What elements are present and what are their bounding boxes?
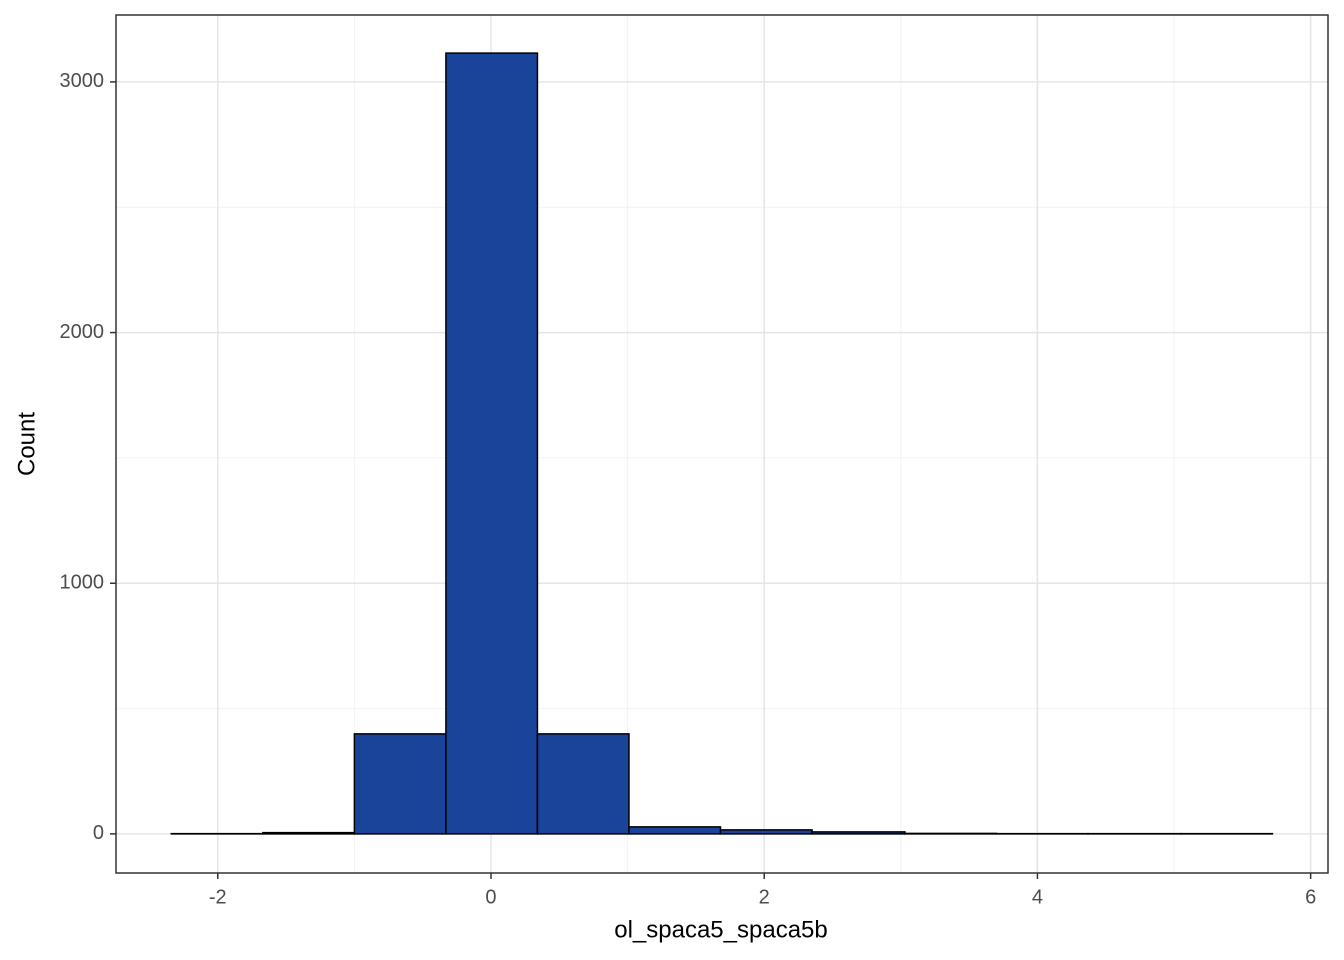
y-tick-label: 2000 <box>60 321 105 343</box>
y-tick-label: 3000 <box>60 70 105 92</box>
bar <box>811 831 906 835</box>
bar <box>262 831 356 835</box>
x-axis-title: ol_spaca5_spaca5b <box>614 916 828 943</box>
x-tick-label: 2 <box>759 886 770 908</box>
bar <box>536 733 630 835</box>
y-tick-label: 1000 <box>60 572 105 594</box>
bar <box>904 832 998 835</box>
bar <box>628 826 722 835</box>
x-tick-label: 6 <box>1305 886 1316 908</box>
bar <box>445 52 539 835</box>
bar <box>719 829 813 835</box>
panel-border <box>115 14 1329 874</box>
y-axis-title: Count <box>13 412 40 476</box>
y-tick-label: 0 <box>93 822 104 844</box>
x-tick-label: -2 <box>209 886 227 908</box>
x-tick-label: 4 <box>1032 886 1043 908</box>
x-tick-label: 0 <box>485 886 496 908</box>
bar <box>353 733 447 835</box>
